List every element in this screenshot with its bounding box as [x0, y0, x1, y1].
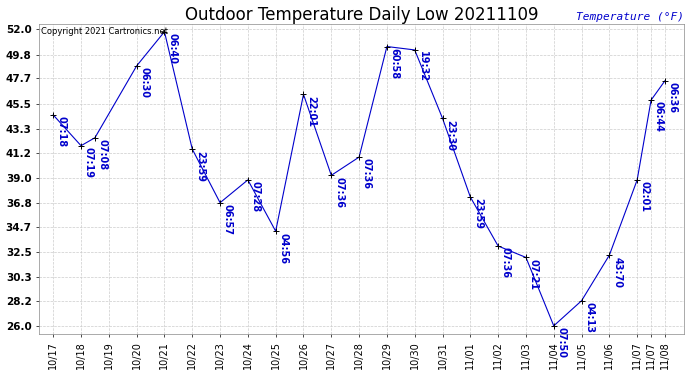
Title: Outdoor Temperature Daily Low 20211109: Outdoor Temperature Daily Low 20211109: [185, 6, 539, 24]
Text: 07:19: 07:19: [83, 147, 94, 178]
Text: 19:32: 19:32: [417, 51, 428, 82]
Text: 07:18: 07:18: [56, 116, 66, 147]
Text: 06:36: 06:36: [668, 82, 678, 113]
Text: 06:44: 06:44: [654, 102, 664, 132]
Text: 60:58: 60:58: [390, 48, 400, 79]
Text: 06:57: 06:57: [223, 204, 233, 235]
Text: Temperature (°F): Temperature (°F): [576, 12, 684, 22]
Text: 23:30: 23:30: [445, 120, 455, 151]
Text: 07:36: 07:36: [501, 248, 511, 278]
Text: 07:21: 07:21: [529, 259, 539, 290]
Text: 07:36: 07:36: [362, 159, 372, 189]
Text: 04:56: 04:56: [279, 232, 288, 264]
Text: 22:01: 22:01: [306, 96, 316, 127]
Text: Copyright 2021 Cartronics.net: Copyright 2021 Cartronics.net: [41, 27, 168, 36]
Text: 06:30: 06:30: [139, 67, 150, 98]
Text: 23:59: 23:59: [195, 150, 205, 182]
Text: 07:50: 07:50: [557, 327, 566, 358]
Text: 06:40: 06:40: [167, 33, 177, 64]
Text: 02:01: 02:01: [640, 181, 650, 212]
Text: 07:08: 07:08: [98, 139, 108, 170]
Text: 07:36: 07:36: [334, 177, 344, 208]
Text: 43:70: 43:70: [612, 256, 622, 288]
Text: 23:59: 23:59: [473, 198, 483, 230]
Text: 07:28: 07:28: [250, 181, 261, 212]
Text: 04:13: 04:13: [584, 302, 594, 333]
